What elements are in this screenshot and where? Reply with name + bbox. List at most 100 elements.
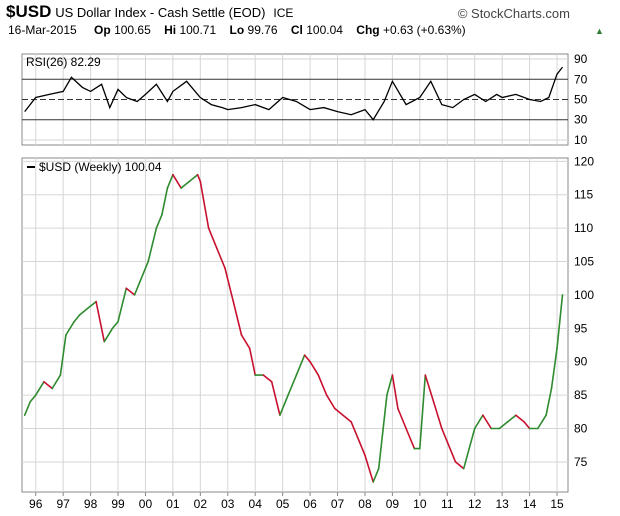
price-segment-60 [454, 461, 465, 470]
price-segment-42 [325, 394, 336, 410]
price-segment-23 [180, 180, 191, 189]
close-label: Cl [290, 23, 303, 37]
price-segment-58 [440, 427, 449, 443]
price-segment-3 [34, 380, 45, 396]
price-segment-55 [418, 374, 427, 450]
price-segment-62 [468, 427, 476, 450]
rsi-panel: 10 30 50 70 90 RSI(26) 82.29 [21, 52, 588, 147]
price-segment-27 [207, 227, 218, 249]
price-segment-46 [358, 441, 366, 457]
price-tick-label-110: 110 [574, 221, 593, 235]
price-segment-50 [386, 374, 394, 396]
exchange: ICE [273, 6, 294, 20]
price-segment-32 [248, 347, 256, 376]
price-segment-8 [73, 314, 81, 323]
price-segment-72 [545, 387, 553, 417]
price-segment-11 [95, 300, 106, 343]
price-segment-39 [303, 354, 311, 363]
rsi-legend: RSI(26) 82.29 [26, 55, 101, 69]
x-tick-label-07: 07 [331, 497, 345, 511]
price-segment-9 [78, 307, 89, 316]
x-tick-label-08: 08 [358, 497, 372, 511]
price-segment-57 [432, 400, 443, 430]
price-segment-1 [23, 400, 32, 417]
price-segment-18 [147, 227, 158, 263]
x-tick-label-15: 15 [550, 497, 564, 511]
quote-date: 16-Mar-2015 [8, 23, 77, 37]
price-segment-35 [270, 380, 281, 417]
rsi-tick-label-70: 70 [574, 72, 588, 86]
x-tick-label-06: 06 [303, 497, 317, 511]
price-segment-64 [482, 414, 493, 430]
price-segment-13 [111, 320, 119, 330]
price-segment-61 [462, 447, 471, 470]
chart-title: $USD US Dollar Index - Cash Settle (EOD)… [6, 2, 293, 22]
price-segment-51 [391, 374, 399, 410]
x-tick-label-99: 99 [111, 497, 125, 511]
price-segment-21 [166, 173, 174, 189]
open-value: 100.65 [114, 23, 151, 37]
rsi-tick-label-10: 10 [574, 133, 588, 147]
x-tick-label-96: 96 [29, 497, 43, 511]
description: US Dollar Index - Cash Settle (EOD) [55, 5, 266, 20]
price-segment-41 [317, 374, 328, 396]
price-segment-30 [232, 300, 243, 336]
price-segment-29 [224, 267, 235, 303]
rsi-tick-label-50: 50 [574, 93, 588, 107]
price-legend-text: $USD (Weekly) 100.04 [39, 160, 162, 174]
price-segment-73 [550, 347, 558, 390]
price-segment-37 [287, 374, 298, 396]
price-segment-59 [446, 441, 457, 463]
x-tick-label-02: 02 [194, 497, 208, 511]
ohlc-line: 16-Mar-2015 Op 100.65 Hi 100.71 Lo 99.76… [8, 23, 466, 37]
change-value: +0.63 (+0.63%) [382, 23, 466, 37]
price-segment-71 [536, 414, 547, 430]
price-tick-label-100: 100 [574, 288, 594, 302]
up-arrow-icon: ▲ [595, 26, 604, 36]
price-segment-14 [117, 287, 128, 323]
price-segment-2 [29, 394, 37, 403]
price-segment-7 [65, 320, 75, 336]
price-segment-36 [279, 394, 289, 417]
x-tick-label-05: 05 [276, 497, 290, 511]
price-tick-label-85: 85 [574, 388, 588, 402]
x-tick-label-01: 01 [166, 497, 180, 511]
rsi-series-line [24, 66, 564, 121]
price-segment-17 [139, 260, 149, 283]
rsi-tick-label-30: 30 [574, 113, 588, 127]
x-tick-label-10: 10 [413, 497, 427, 511]
price-segment-66 [498, 421, 509, 430]
price-segment-15 [125, 287, 136, 296]
price-tick-label-115: 115 [574, 188, 593, 202]
change-label: Chg [356, 23, 380, 37]
low-value: 99.76 [247, 23, 278, 37]
price-tick-label-90: 90 [574, 355, 588, 369]
price-segment-34 [262, 374, 273, 383]
x-tick-label-14: 14 [523, 497, 537, 511]
price-tick-label-105: 105 [574, 255, 594, 269]
price-segment-43 [333, 407, 344, 417]
price-segment-49 [377, 394, 388, 470]
x-axis: 96 97 98 99 00 01 02 03 04 05 06 07 08 09 10 11 12 13 14 15 [29, 492, 564, 511]
price-frame [21, 157, 569, 493]
price-segment-45 [350, 421, 361, 443]
price-segment-74 [556, 294, 564, 350]
rsi-tick-label-90: 90 [574, 52, 588, 66]
price-segment-10 [87, 300, 97, 310]
price-segment-12 [103, 327, 114, 343]
x-tick-label-09: 09 [386, 497, 400, 511]
x-tick-label-04: 04 [249, 497, 263, 511]
price-segment-44 [342, 414, 353, 423]
price-segment-26 [199, 180, 210, 229]
price-segment-40 [309, 360, 320, 376]
x-tick-label-03: 03 [221, 497, 235, 511]
price-panel: 75 80 85 90 95 100 105 110 115 120 $USD (Weekly) 1… [21, 154, 594, 493]
price-tick-label-120: 120 [574, 154, 594, 168]
x-tick-label-12: 12 [468, 497, 482, 511]
price-segment-48 [372, 467, 380, 483]
price-segment-63 [473, 414, 484, 430]
price-segment-19 [155, 214, 163, 229]
price-segment-67 [506, 414, 517, 423]
price-segment-24 [188, 173, 199, 183]
